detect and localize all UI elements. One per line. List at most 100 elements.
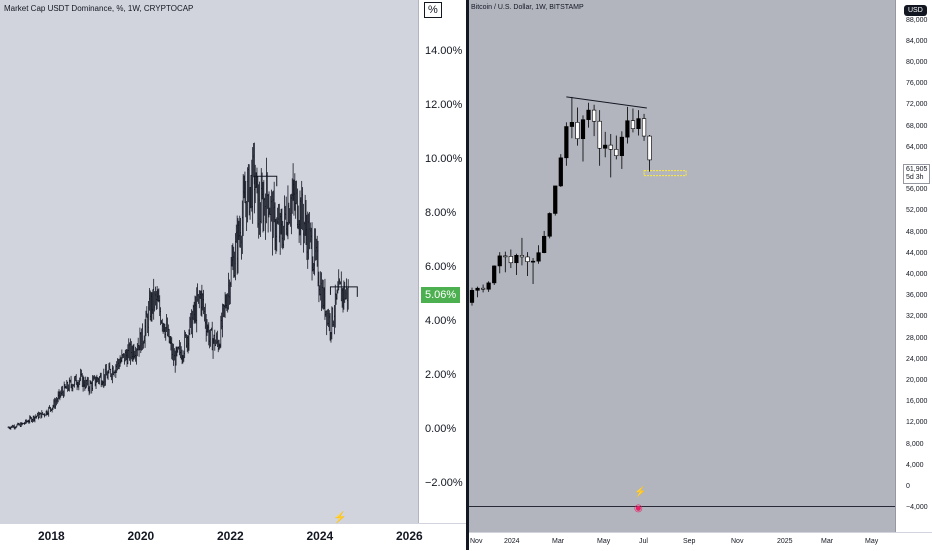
y-tick-label: 28,000 [906,334,928,342]
right-price-axis[interactable]: USD 88,000 84,000 80,000 76,000 72,000 68,000… [895,0,932,532]
dominance-bar [54,398,57,409]
candle [492,265,497,286]
dominance-bar [108,363,110,374]
left-time-axis[interactable]: 2018 2020 2022 2024 2026 [0,523,466,551]
dominance-bar [300,197,302,246]
right-chart-title: Bitcoin / U.S. Dollar, 1W, BITSTAMP [471,4,584,11]
currency-badge[interactable]: USD [904,5,927,16]
dominance-bar [209,329,212,347]
percent-scale-badge[interactable]: % [424,2,442,18]
btc-usd-chart [469,96,895,507]
dominance-bar [33,415,35,422]
candle [586,102,591,128]
dominance-bar [330,332,332,343]
dominance-bar [174,350,176,373]
bracket-annotation [329,286,358,297]
dominance-bar [288,202,290,225]
dominance-bar [34,416,36,423]
dominance-bar [123,353,126,365]
dominance-bar [287,185,289,240]
y-tick-label: 56,000 [906,186,928,194]
dominance-bar [172,343,175,366]
x-tick-label: 2022 [217,529,244,543]
dominance-bar [319,285,321,296]
dominance-bar [267,193,269,233]
dominance-bar [164,323,166,338]
y-tick-label: 6.00% [425,261,457,273]
dominance-bar [54,397,56,409]
pane-divider[interactable] [466,0,469,550]
dominance-bar [292,163,294,201]
dominance-bar [184,330,186,359]
dominance-bar [139,327,141,351]
dominance-bar [243,175,245,199]
x-tick-label: May [865,538,879,545]
dominance-bar [171,337,173,360]
dominance-bar [202,293,204,311]
dominance-bar [126,349,128,368]
dominance-bar [133,343,135,360]
dominance-bar [151,292,153,322]
dominance-bar [130,341,132,360]
usdt-dominance-plot-area[interactable]: Market Cap USDT Dominance, %, 1W, CRYPTO… [0,0,418,524]
dominance-bar [310,227,312,250]
dominance-bar [48,406,50,417]
dominance-bar [244,171,246,204]
dominance-bar [84,380,86,391]
dominance-bar [258,184,260,239]
dominance-bar [258,181,261,235]
right-time-axis[interactable]: Nov 2024 Mar May Jul Sep Nov 2025 Mar May [469,532,932,551]
dominance-bar [320,272,323,311]
dominance-bar [217,339,219,353]
btc-usd-plot-area[interactable]: Bitcoin / U.S. Dollar, 1W, BITSTAMP ⚡ ◉ [469,0,895,532]
dominance-bar [114,369,116,374]
candle [592,104,597,137]
x-tick-label: Nov [470,538,483,545]
dominance-bar [127,344,129,365]
dominance-bar [196,287,198,333]
flash-icon[interactable]: ⚡ [333,512,347,524]
event-marker-icon[interactable]: ◉ [634,503,643,514]
candle [597,110,602,166]
left-price-axis[interactable]: % 14.00% 12.00% 10.00% 8.00% 6.00% 4.00% 2.00%… [418,0,467,523]
dominance-bar [121,349,123,362]
dominance-bar [323,287,325,310]
dominance-bar [166,317,169,337]
dominance-bar [263,180,265,232]
dominance-bar [157,289,159,302]
dominance-bar [280,209,282,235]
dominance-bar [175,346,177,366]
dominance-bar [291,178,293,214]
dominance-bar [328,310,330,332]
dominance-bar [156,286,158,310]
last-price-label: 61,905 [906,166,928,173]
dominance-bar [72,383,74,392]
dominance-bar [198,290,200,309]
dominance-bar [193,301,195,324]
dominance-bar [301,180,303,230]
dominance-bar [332,307,334,327]
dominance-bar [104,374,106,387]
x-tick-label: 2025 [777,538,793,545]
dominance-bar [203,306,206,322]
candle [542,230,547,254]
dominance-bar [303,221,305,244]
dominance-bar [112,366,114,375]
y-tick-label: 8.00% [425,207,457,219]
dominance-bar [325,310,327,317]
x-tick-label: Mar [552,538,565,545]
y-tick-label: 4,000 [906,461,924,469]
dominance-bar [276,217,278,252]
dominance-bar [172,343,174,361]
x-tick-label: May [597,538,611,545]
flash-event-icon[interactable]: ⚡ [634,487,647,498]
y-tick-label: 12,000 [906,419,928,427]
bar-countdown-label: 5d 3h [906,174,924,181]
dominance-bar [277,204,280,225]
dominance-bar [213,334,215,344]
current-dominance-label: 5.06% [421,287,461,303]
dominance-bar [283,225,285,249]
dominance-bar [75,374,77,385]
dominance-bar [215,339,217,347]
x-tick-label: Jul [639,538,648,545]
